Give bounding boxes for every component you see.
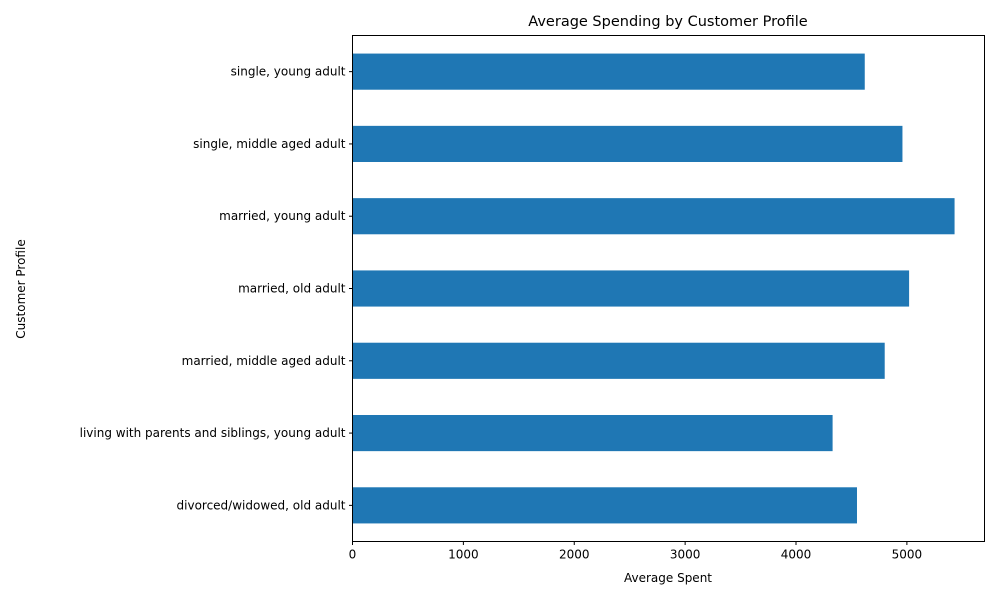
x-axis-label: Average Spent — [624, 571, 712, 585]
bar — [352, 125, 903, 162]
plot-frame — [352, 35, 985, 542]
x-tick-label: 2000 — [559, 548, 590, 562]
y-tick-label: married, middle aged adult — [182, 354, 346, 368]
x-tick-label: 4000 — [781, 548, 812, 562]
x-tick-label: 3000 — [670, 548, 701, 562]
x-tick-label: 1000 — [448, 548, 479, 562]
y-tick-label: married, young adult — [219, 209, 346, 223]
chart-title: Average Spending by Customer Profile — [528, 14, 808, 30]
bar — [352, 342, 885, 379]
y-tick-label: married, old adult — [238, 282, 346, 296]
y-axis-label: Customer Profile — [14, 239, 28, 338]
bar — [352, 270, 910, 307]
bar — [352, 415, 833, 452]
y-tick-label: single, middle aged adult — [193, 137, 346, 151]
y-tick-label: divorced/widowed, old adult — [177, 498, 346, 512]
x-tick-label: 5000 — [892, 548, 923, 562]
x-tick-label: 0 — [349, 548, 357, 562]
plot-area: divorced/widowed, old adult living with p… — [80, 53, 955, 562]
y-tick-label: single, young adult — [231, 65, 346, 79]
y-tick-label: living with parents and siblings, young … — [80, 426, 346, 440]
bar — [352, 487, 857, 524]
bar — [352, 53, 865, 90]
bar — [352, 198, 955, 235]
